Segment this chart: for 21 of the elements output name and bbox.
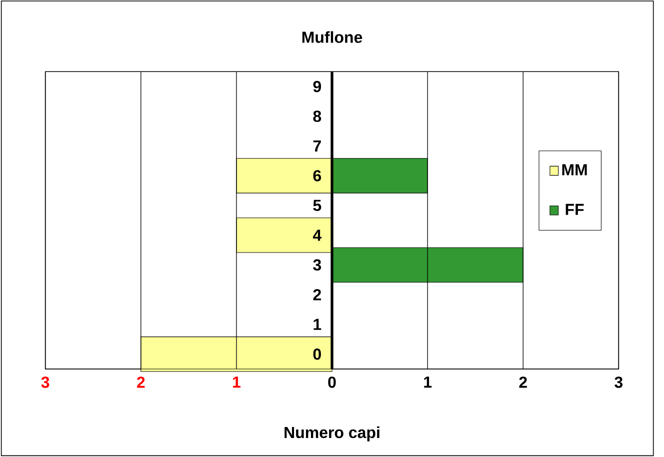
y-tick-label: 6 (313, 170, 322, 182)
x-tick-label: 2 (519, 376, 527, 388)
y-tick-label: 9 (313, 80, 322, 92)
y-tick-label: 0 (313, 348, 321, 360)
y-tick-label: 4 (312, 230, 322, 241)
x-tick-label: 3 (41, 376, 50, 388)
y-tick-label: 7 (313, 140, 321, 152)
legend-label: MM (562, 164, 587, 176)
chart-title: Muflone (302, 31, 362, 43)
x-tick-label: 3 (614, 376, 623, 388)
x-tick-label: 0 (328, 376, 336, 388)
y-tick-label: 2 (313, 289, 321, 300)
x-tick-label: 2 (137, 376, 145, 388)
x-tick-label: 1 (424, 376, 432, 388)
y-tick-label: 3 (313, 259, 322, 271)
legend-label: FF (566, 204, 584, 215)
y-tick-label: 5 (313, 200, 322, 212)
x-axis-title: Numero capi (284, 426, 380, 442)
y-tick-label: 8 (313, 110, 322, 122)
x-tick-label: 1 (233, 376, 240, 388)
y-tick-label: 1 (314, 318, 322, 330)
